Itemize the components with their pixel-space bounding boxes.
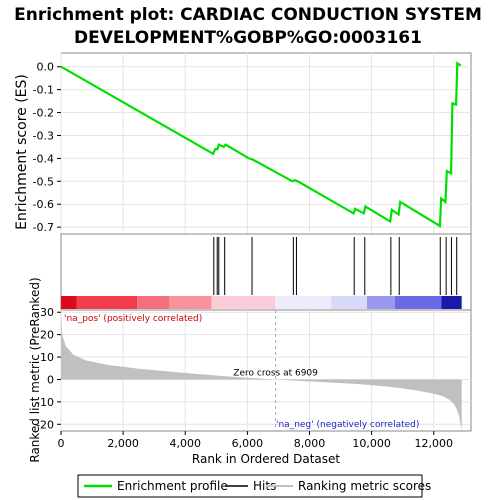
x-tick-label: 2,000 (107, 437, 139, 450)
metric-y-ticks: 30 20 10 0 -10 -20 (36, 306, 61, 431)
color-bar-segment (366, 296, 395, 309)
metric-y-axis-label: Ranked list metric (PreRanked) (28, 277, 42, 462)
color-bar-segment (76, 296, 138, 309)
metric-y-tick-label: 20 (40, 329, 54, 342)
x-tick-label: 6,000 (232, 437, 264, 450)
es-y-ticks: 0.0 -0.1 -0.2 -0.3 -0.4 -0.5 -0.6 -0.7 (33, 61, 61, 234)
legend-hits-label: Hits (253, 479, 276, 493)
metric-y-tick-label: 0 (47, 373, 54, 386)
ranking-metric-area (61, 312, 462, 430)
metric-panel: Zero cross at 6909 'na_pos' (positively … (28, 277, 472, 466)
hits-panel (60, 233, 472, 311)
rank-color-bar (61, 296, 462, 309)
negative-correlation-label: 'na_neg' (negatively correlated) (276, 420, 419, 430)
es-y-tick-label: -0.1 (33, 84, 54, 97)
metric-y-tick-label: -10 (36, 396, 54, 409)
metric-y-tick-label: 10 (40, 351, 54, 364)
color-bar-segment (441, 296, 462, 309)
positive-correlation-label: 'na_pos' (positively correlated) (64, 314, 202, 324)
es-y-tick-label: 0.0 (37, 61, 55, 74)
legend: Enrichment profile Hits Ranking metric s… (77, 474, 431, 498)
chart-title-line2: DEVELOPMENT%GOBP%GO:0003161 (74, 28, 422, 48)
x-tick-label: 8,000 (294, 437, 326, 450)
es-y-axis-label: Enrichment score (ES) (14, 74, 30, 230)
zero-cross-label: Zero cross at 6909 (233, 368, 318, 378)
metric-y-tick-label: 30 (40, 306, 54, 319)
color-bar-segment (394, 296, 442, 309)
es-y-tick-label: -0.2 (33, 107, 54, 120)
x-tick-label: 10,000 (352, 437, 391, 450)
color-bar-segment (211, 296, 276, 309)
color-bar-segment (169, 296, 212, 309)
hit-marks (213, 237, 458, 295)
x-axis-label: Rank in Ordered Dataset (192, 452, 340, 466)
color-bar-segment (331, 296, 367, 309)
es-y-tick-label: -0.5 (33, 175, 54, 188)
es-grid (60, 53, 471, 234)
x-tick-label: 12,000 (414, 437, 453, 450)
metric-y-tick-label: -20 (36, 418, 54, 431)
legend-ranking-metric-label: Ranking metric scores (298, 479, 431, 493)
color-bar-segment (61, 296, 77, 309)
x-tick-label: 0 (58, 437, 65, 450)
es-y-tick-label: -0.7 (33, 221, 54, 234)
color-bar-segment (275, 296, 332, 309)
es-panel: 0.0 -0.1 -0.2 -0.3 -0.4 -0.5 -0.6 -0.7 Enrichme… (14, 52, 472, 235)
x-tick-label: 4,000 (169, 437, 201, 450)
es-y-tick-label: -0.4 (33, 152, 54, 165)
color-bar-segment (137, 296, 170, 309)
legend-box (77, 474, 423, 498)
es-y-tick-label: -0.6 (33, 198, 54, 211)
metric-x-ticks: 0 2,000 4,000 6,000 8,000 10,000 12,000 (58, 431, 453, 450)
chart-title-line1: Enrichment plot: CARDIAC CONDUCTION SYST… (14, 5, 482, 25)
enrichment-profile-line (60, 61, 462, 228)
es-y-tick-label: -0.3 (33, 129, 54, 142)
legend-enrichment-profile-label: Enrichment profile (117, 479, 228, 493)
